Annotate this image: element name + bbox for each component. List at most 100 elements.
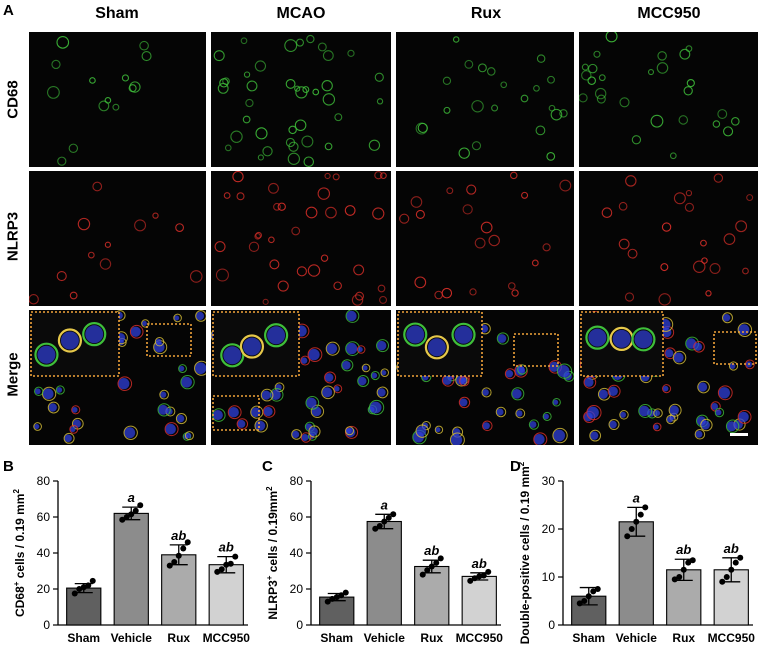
y-tick-label: 20 [37, 582, 51, 596]
x-tick-label: Sham [67, 631, 100, 645]
panel-label-c: C [262, 458, 273, 475]
significance-label: a [381, 497, 388, 512]
micrograph-cd68-mcao [211, 32, 391, 167]
x-tick-label: Sham [320, 631, 353, 645]
data-point [76, 586, 83, 592]
y-tick-label: 0 [43, 618, 50, 632]
bar-rux [414, 565, 450, 626]
data-point [184, 539, 191, 546]
column-header-sham: Sham [95, 5, 139, 22]
inset-magnified-box [580, 311, 664, 377]
y-tick-label: 20 [290, 582, 304, 596]
chart-double-positive-cells: 0 10 20 30 Double-positive cells / 0.19 mm2 S… [517, 461, 756, 645]
micrograph-nlrp3-mcc950 [579, 171, 758, 306]
micrograph-cd68-sham [29, 32, 206, 167]
y-tick-label: 20 [542, 522, 556, 536]
data-point [689, 557, 696, 564]
column-header-mcao: MCAO [276, 5, 326, 22]
scale-bar [730, 433, 748, 436]
data-point [227, 560, 234, 567]
x-tick-label: MCC950 [708, 631, 756, 645]
data-point [342, 589, 349, 596]
data-point [89, 577, 96, 584]
column-header-rux: Rux [470, 5, 502, 22]
inset-source-box [513, 333, 559, 367]
data-point [628, 526, 635, 532]
data-point [424, 567, 431, 574]
significance-label: ab [472, 556, 487, 571]
data-point [132, 507, 139, 514]
y-tick-label: 0 [548, 618, 555, 632]
micrograph-nlrp3-rux [396, 171, 574, 306]
inset-source-box [146, 323, 192, 357]
x-tick-label: Vehicle [111, 631, 153, 645]
data-point [685, 559, 692, 566]
data-point [594, 586, 601, 592]
data-point [433, 559, 440, 566]
micrograph-cd68-rux [396, 32, 574, 167]
data-point [123, 514, 130, 520]
y-tick-label: 40 [37, 546, 51, 560]
row-label-merge: Merge [4, 352, 22, 397]
y-tick-label: 60 [290, 510, 304, 524]
micrograph-nlrp3-mcao [211, 171, 391, 306]
inset-magnified-box [30, 311, 120, 377]
x-tick-label: Vehicle [364, 631, 406, 645]
data-point [376, 523, 383, 529]
y-axis-label: NLRP3+ cells / 0.19mm2 [265, 486, 280, 620]
data-point [171, 559, 178, 565]
x-tick-label: MCC950 [456, 631, 504, 645]
x-tick-label: Rux [672, 631, 695, 645]
micrograph-merge-rux [396, 310, 574, 445]
data-point [581, 598, 588, 604]
inset-magnified-box [212, 311, 300, 377]
data-point [385, 514, 392, 521]
y-axis-label: Double-positive cells / 0.19 mm2 [517, 461, 532, 644]
significance-label: ab [676, 542, 691, 557]
data-point [480, 572, 487, 579]
bar-sham [319, 596, 355, 626]
micrograph-nlrp3-sham [29, 171, 206, 306]
significance-label: ab [171, 528, 186, 543]
bar-vehicle [618, 521, 654, 626]
y-tick-label: 40 [290, 546, 304, 560]
bar-mcc950 [461, 575, 497, 626]
y-axis-label: CD68+ cells / 0.19 mm2 [12, 489, 27, 617]
chart-nlrp3-cells: 0 20 40 60 80 NLRP3+ cells / 0.19mm2 Sham a Vehi… [265, 474, 504, 645]
panel-label-d: D [510, 458, 521, 475]
row-label-cd68: CD68 [4, 80, 22, 119]
y-tick-label: 80 [290, 474, 304, 488]
row-label-nlrp3: NLRP3 [4, 211, 22, 262]
data-point [732, 559, 739, 566]
micrograph-cd68-mcc950 [579, 32, 758, 167]
data-point [637, 511, 644, 518]
y-tick-label: 30 [542, 474, 556, 488]
significance-label: ab [424, 543, 439, 558]
data-point [723, 574, 730, 580]
significance-label: a [633, 490, 640, 505]
micrograph-merge-mcc950 [579, 310, 758, 445]
significance-label: ab [219, 540, 234, 555]
y-tick-label: 0 [296, 618, 303, 632]
panel-label-b: B [3, 458, 14, 475]
panel-label-a: A [3, 2, 14, 19]
inset-source-box [713, 331, 757, 365]
micrograph-merge-sham [29, 310, 206, 445]
bar-vehicle [113, 512, 149, 626]
column-header-mcc950: MCC950 [637, 5, 701, 22]
micrograph-merge-mcao [211, 310, 391, 445]
y-tick-label: 60 [37, 510, 51, 524]
data-point [676, 574, 683, 580]
significance-label: a [128, 490, 135, 505]
data-point [590, 588, 597, 595]
x-tick-label: Rux [167, 631, 190, 645]
bar-vehicle [366, 520, 402, 626]
y-tick-label: 80 [37, 474, 51, 488]
x-tick-label: Sham [572, 631, 605, 645]
inset-magnified-box [397, 311, 483, 377]
chart-cd68-cells: 0 20 40 60 80 CD68+ cells / 0.19 mm2 Sham a Vehi… [12, 474, 250, 645]
x-tick-label: Rux [420, 631, 443, 645]
data-point [218, 566, 225, 573]
y-tick-label: 10 [542, 570, 556, 584]
significance-label: ab [724, 541, 739, 556]
